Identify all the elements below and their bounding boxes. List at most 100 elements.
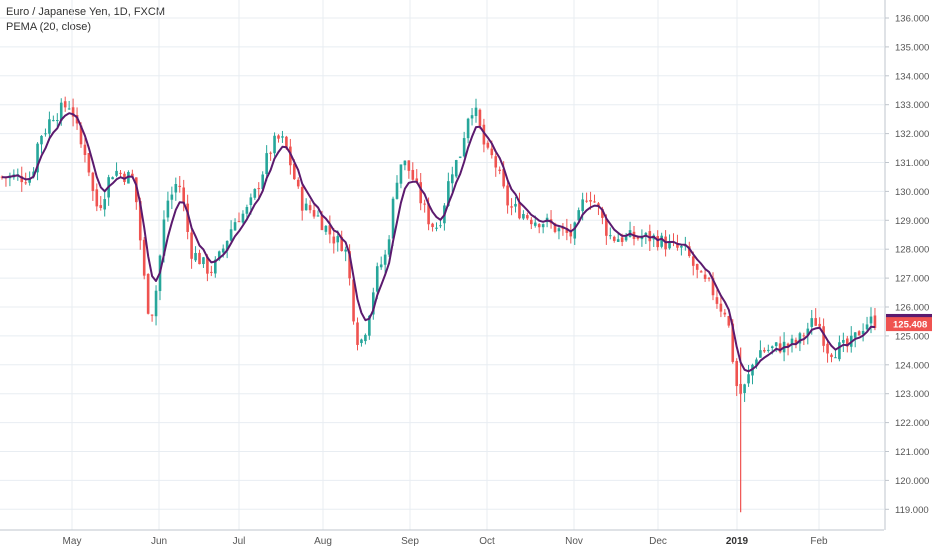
candle-body: [857, 331, 861, 336]
candle-body: [399, 164, 403, 184]
candle-body: [861, 330, 865, 335]
candle-body: [293, 163, 296, 180]
candle-body: [695, 263, 699, 270]
candle-body: [494, 156, 498, 168]
candle-body: [806, 328, 810, 335]
time-tick-label: Feb: [810, 536, 828, 547]
candle-body: [67, 108, 71, 110]
candle-body: [735, 360, 738, 387]
candle-body: [711, 277, 715, 296]
pema-series-line: [1, 112, 876, 373]
candle-body: [656, 236, 659, 248]
candle-body: [300, 187, 304, 211]
candle-body: [458, 156, 462, 158]
candle-body: [526, 215, 529, 219]
candle-body: [119, 172, 122, 174]
candle-body: [142, 239, 146, 276]
candle-body: [648, 231, 652, 242]
candle-body: [356, 322, 359, 345]
price-axis[interactable]: 136.000 135.000 134.000 133.000 132.000 131.0…: [884, 0, 929, 530]
price-tick-label: 130.000: [895, 187, 929, 198]
candle-body: [462, 138, 466, 157]
candle-body: [490, 148, 494, 156]
candle-body: [127, 171, 130, 184]
candle-body: [834, 357, 837, 359]
candle-body: [269, 152, 272, 154]
candle-body: [822, 326, 825, 346]
candle-body: [723, 312, 727, 315]
candle-body: [138, 201, 142, 241]
price-tick-label: 124.000: [895, 360, 929, 371]
price-tick-label: 119.000: [895, 505, 929, 516]
candle-body: [63, 101, 67, 108]
candle-body: [688, 246, 691, 257]
candle-body: [640, 237, 644, 240]
candle-body: [415, 178, 419, 182]
candle-body: [541, 224, 545, 228]
candle-body: [423, 203, 426, 205]
candle-body: [533, 222, 537, 226]
candle-body: [869, 316, 873, 324]
candle-body: [395, 182, 399, 199]
candle-body: [170, 194, 174, 200]
candle-body: [245, 206, 249, 214]
candle-body: [44, 133, 47, 135]
candle-body: [573, 222, 577, 239]
candle-body: [79, 125, 83, 145]
candle-body: [703, 274, 707, 279]
chart-legend: Euro / Japanese Yen, 1D, FXCM PEMA (20, …: [6, 5, 165, 35]
candle-body: [609, 235, 612, 237]
candle-body: [518, 202, 521, 219]
candle-body: [620, 237, 624, 242]
candle-body: [190, 232, 193, 259]
candle-body: [115, 170, 118, 176]
price-tick-label: 131.000: [895, 158, 929, 169]
candle-body: [154, 290, 158, 317]
candle-body: [624, 235, 628, 241]
candle-body: [778, 343, 782, 353]
candle-body: [853, 332, 857, 338]
candle-body: [427, 203, 430, 225]
candle-body: [486, 142, 490, 148]
candle-body: [514, 203, 517, 207]
candles: [0, 96, 877, 513]
candle-body: [435, 227, 438, 229]
time-tick-label: Oct: [479, 536, 495, 547]
price-tick-label: 127.000: [895, 274, 929, 285]
candle-body: [763, 350, 766, 352]
price-tick-label: 122.000: [895, 418, 929, 429]
candle-body: [71, 107, 75, 117]
candle-body: [707, 277, 711, 279]
price-tick-label: 120.000: [895, 476, 929, 487]
candle-body: [229, 229, 233, 241]
candle-body: [553, 223, 557, 232]
candle-body: [146, 274, 150, 314]
candle-body: [522, 213, 525, 219]
candle-body: [368, 315, 371, 336]
candle-body: [59, 102, 63, 121]
time-axis[interactable]: May Jun Jul Aug Sep Oct Nov Dec 2019 Feb: [0, 529, 884, 547]
candle-body: [20, 176, 24, 183]
candle-body: [873, 315, 877, 328]
candle-body: [510, 206, 513, 208]
candle-body: [304, 203, 308, 211]
candle-body: [225, 240, 229, 251]
candle-body: [770, 346, 774, 349]
time-tick-label: May: [63, 536, 82, 547]
candle-body: [364, 334, 367, 342]
candle-body: [593, 201, 596, 203]
candle-body: [277, 135, 280, 139]
candle-body: [474, 107, 478, 117]
candle-body: [680, 245, 683, 248]
time-tick-label: Dec: [649, 536, 667, 547]
time-tick-label: Sep: [401, 536, 419, 547]
candle-body: [166, 200, 170, 218]
candle-body: [660, 235, 663, 247]
candle-body: [202, 257, 205, 265]
candle-body: [221, 248, 225, 253]
candle-body: [616, 239, 620, 242]
candle-body: [565, 228, 569, 233]
candle-body: [865, 324, 869, 330]
candle-body: [790, 338, 794, 345]
